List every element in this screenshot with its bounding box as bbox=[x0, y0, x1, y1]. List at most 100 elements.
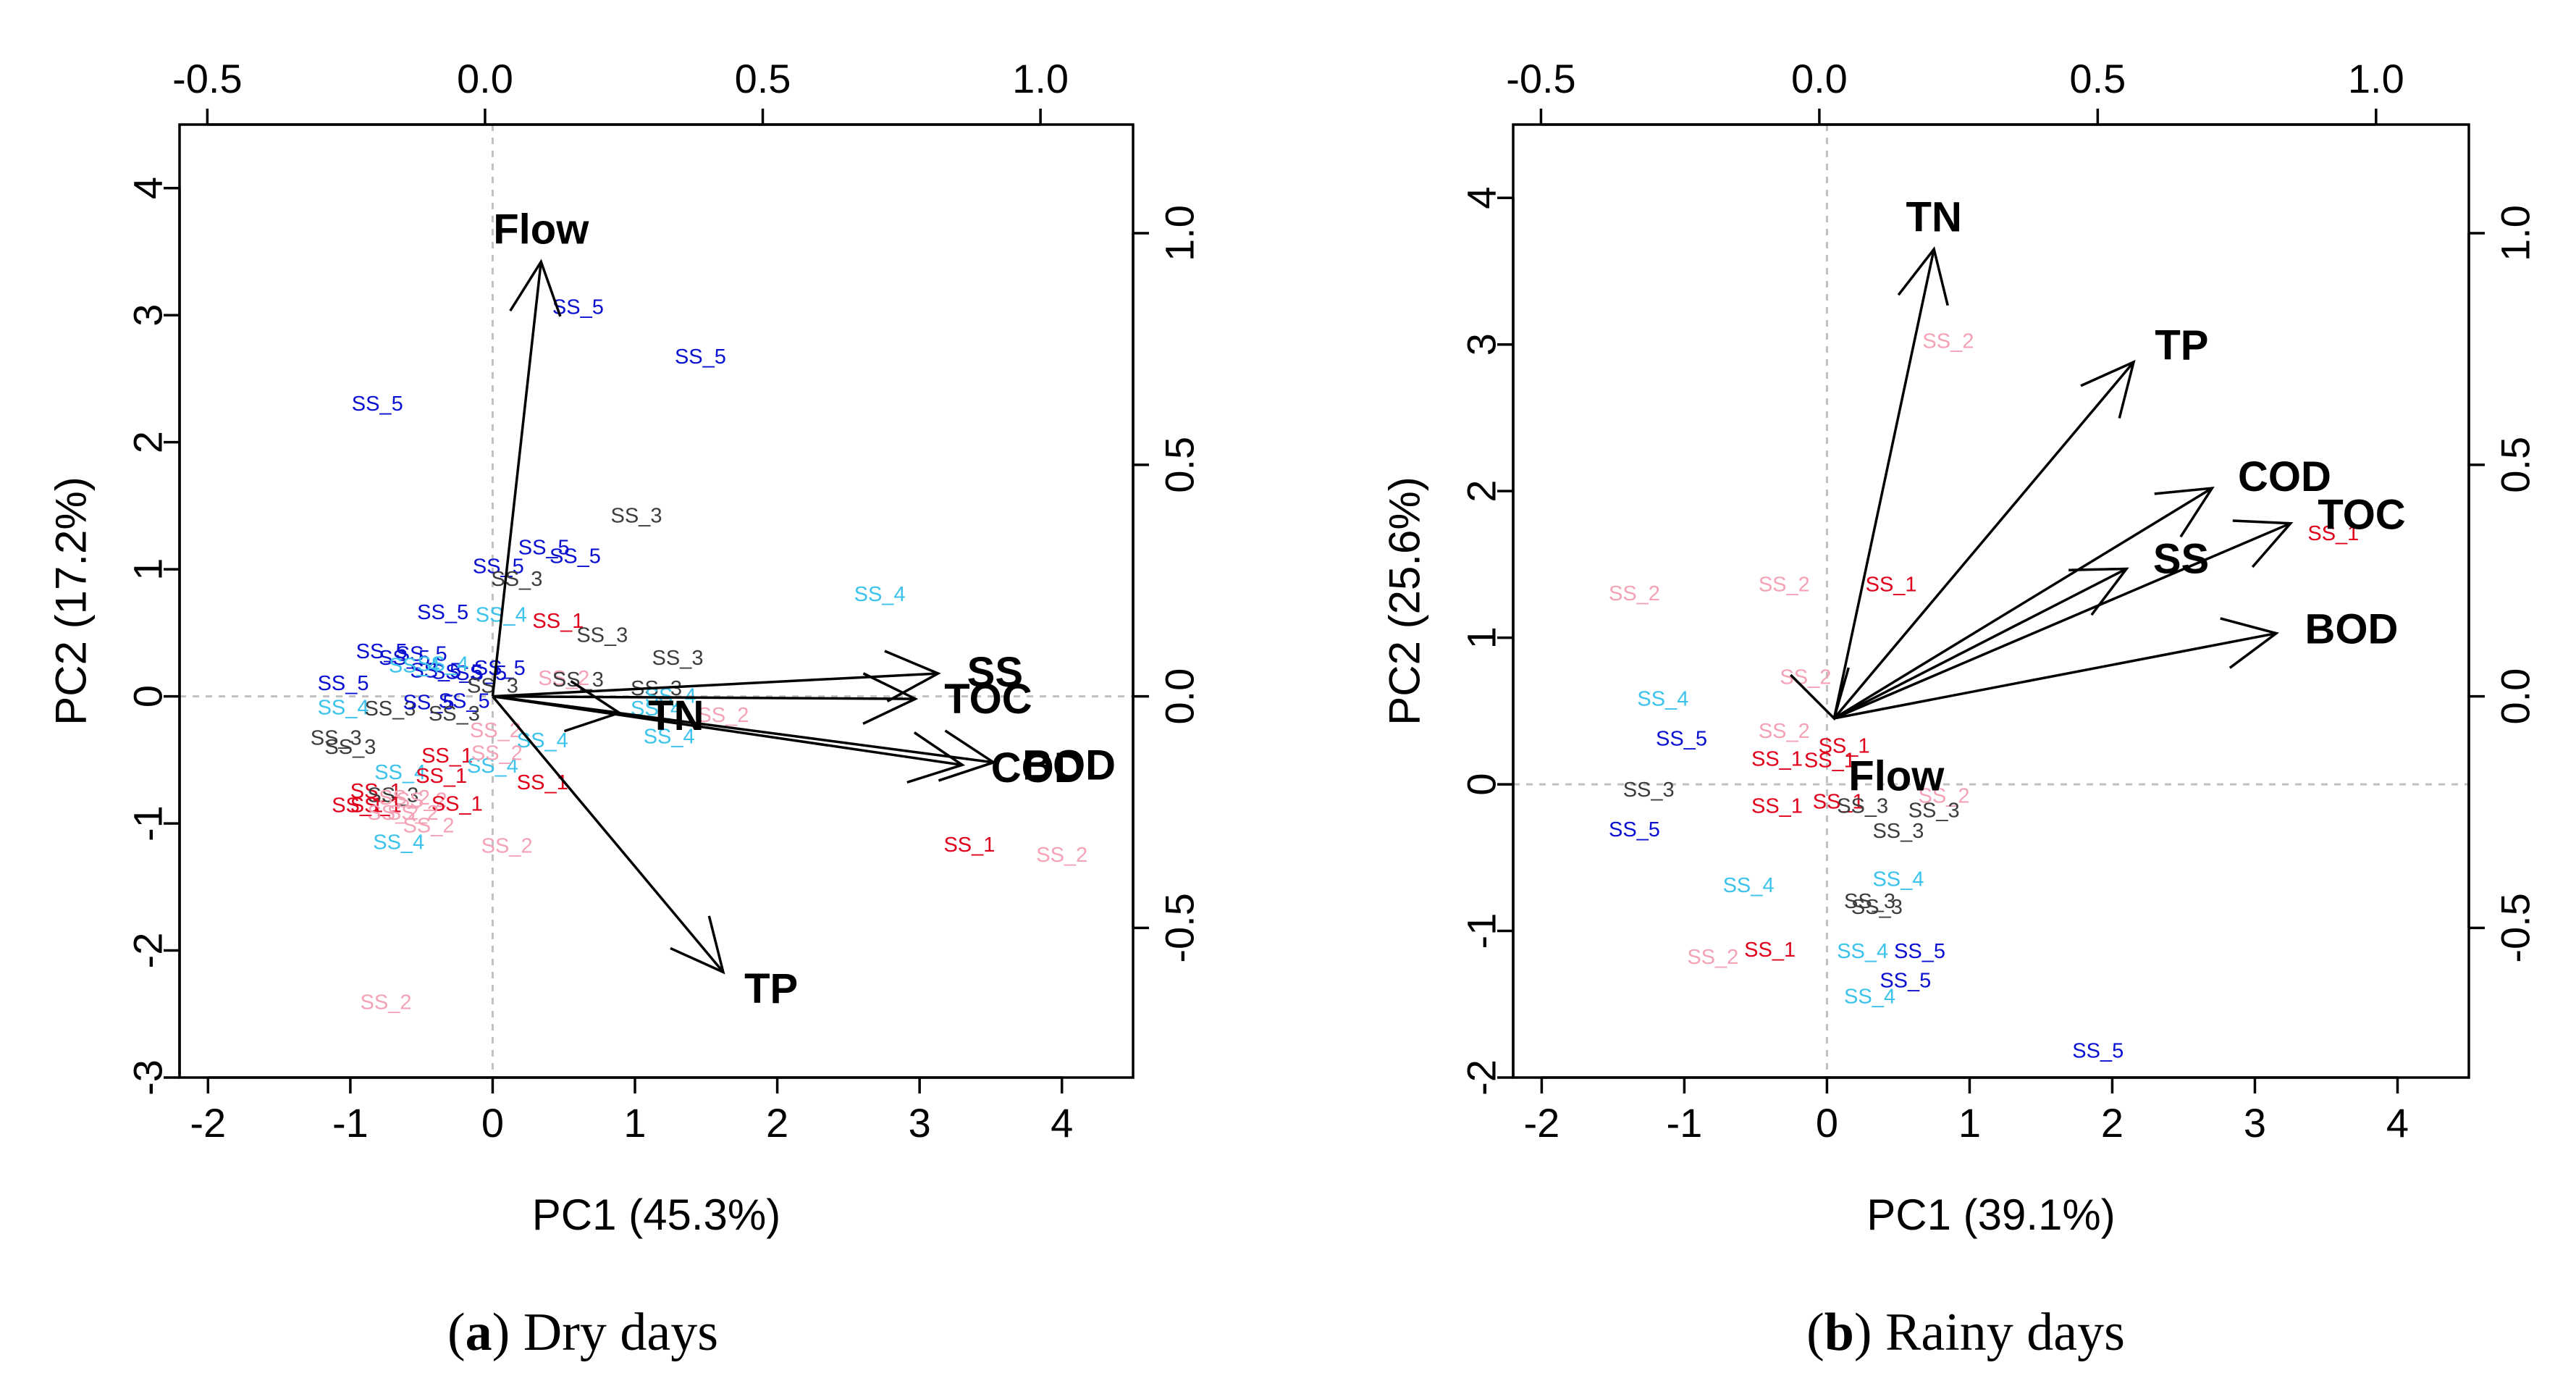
score-label-ss-3: SS_3 bbox=[1844, 890, 1895, 913]
score-label-ss-2: SS_2 bbox=[361, 991, 412, 1014]
y-tick-label: -2 bbox=[125, 933, 171, 969]
right-tick-label: 0.0 bbox=[1157, 668, 1203, 725]
y-tick-label: 2 bbox=[125, 431, 171, 453]
score-label-ss-5: SS_5 bbox=[518, 536, 570, 559]
loading-label-tn: TN bbox=[1906, 194, 1962, 241]
score-label-ss-1: SS_1 bbox=[332, 794, 383, 818]
loading-arrow-tp bbox=[492, 695, 725, 973]
loading-arrow-tn bbox=[1832, 248, 1935, 719]
score-label-ss-2: SS_2 bbox=[697, 704, 749, 727]
score-label-ss-1: SS_1 bbox=[350, 780, 402, 803]
x-tick-label: 1 bbox=[1958, 1100, 1981, 1146]
y-tick-label: -3 bbox=[125, 1059, 171, 1096]
score-label-ss-1: SS_1 bbox=[1819, 734, 1870, 757]
loading-label-ss: SS bbox=[2153, 535, 2209, 582]
y-axis-label: PC2 (17.2%) bbox=[47, 476, 96, 725]
score-label-ss-1: SS_1 bbox=[1813, 790, 1864, 813]
score-label-ss-5: SS_5 bbox=[439, 690, 490, 713]
loading-arrowhead-bod bbox=[2220, 617, 2279, 669]
score-label-ss-3: SS_3 bbox=[367, 784, 418, 807]
y-tick-label: 1 bbox=[1459, 626, 1504, 649]
score-label-ss-5: SS_5 bbox=[2072, 1040, 2123, 1063]
y-tick-label: 4 bbox=[1459, 187, 1504, 209]
score-label-ss-2: SS_2 bbox=[1922, 330, 1974, 353]
x-tick-label: -1 bbox=[332, 1100, 369, 1146]
score-label-ss-3: SS_3 bbox=[324, 736, 376, 759]
score-label-ss-5: SS_5 bbox=[1656, 727, 1707, 750]
score-label-ss-5: SS_5 bbox=[379, 647, 430, 670]
loading-label-cod: COD bbox=[991, 744, 1085, 792]
right-tick-label: 0.0 bbox=[2493, 668, 2538, 725]
x-tick-label: 0 bbox=[481, 1100, 504, 1146]
right-tick-label: -0.5 bbox=[2493, 893, 2538, 963]
score-label-ss-3: SS_3 bbox=[576, 623, 628, 647]
score-label-ss-4: SS_4 bbox=[417, 653, 468, 676]
loading-arrowhead-tn bbox=[1897, 246, 1949, 306]
x-tick-label: 1 bbox=[623, 1100, 646, 1146]
score-label-ss-3: SS_3 bbox=[1623, 778, 1675, 802]
loading-arrowhead-cod bbox=[2154, 487, 2215, 538]
score-label-ss-5: SS_5 bbox=[403, 691, 455, 714]
x-tick-label: -2 bbox=[1524, 1100, 1560, 1146]
score-label-ss-1: SS_1 bbox=[2307, 522, 2359, 545]
score-label-ss-5: SS_5 bbox=[1894, 940, 1945, 963]
x-tick-label: 0 bbox=[1816, 1100, 1838, 1146]
score-label-ss-2: SS_2 bbox=[1036, 844, 1087, 867]
score-label-ss-5: SS_5 bbox=[410, 660, 461, 683]
score-label-ss-3: SS_3 bbox=[311, 727, 362, 750]
score-label-ss-4: SS_4 bbox=[318, 696, 369, 719]
right-tick-label: 1.0 bbox=[2493, 205, 2538, 261]
score-label-ss-5: SS_5 bbox=[1609, 818, 1660, 841]
score-label-ss-4: SS_4 bbox=[389, 654, 440, 677]
loading-arrowhead-tp bbox=[2080, 359, 2136, 419]
caption-rainy-days: (b) Rainy days bbox=[1806, 1303, 2125, 1362]
score-label-ss-1: SS_1 bbox=[350, 794, 402, 818]
y-tick-label: -2 bbox=[1459, 1059, 1504, 1096]
loading-arrowhead-cod bbox=[906, 731, 966, 784]
loading-arrowhead-toc bbox=[2232, 519, 2294, 568]
score-label-ss-3: SS_3 bbox=[1851, 896, 1903, 919]
loading-label-toc: TOC bbox=[944, 676, 1032, 723]
x-tick-label: 3 bbox=[2244, 1100, 2266, 1146]
loading-arrowhead-flow bbox=[1790, 667, 1850, 721]
loading-arrow-ss bbox=[492, 672, 938, 698]
score-label-ss-3: SS_3 bbox=[552, 668, 604, 692]
top-tick-label: 1.0 bbox=[1012, 56, 1069, 101]
score-label-ss-5: SS_5 bbox=[356, 640, 408, 663]
score-label-ss-5: SS_5 bbox=[432, 660, 483, 684]
score-label-ss-3: SS_3 bbox=[364, 697, 416, 721]
y-tick-label: -1 bbox=[125, 805, 171, 841]
right-tick-label: -0.5 bbox=[1157, 893, 1203, 963]
y-tick-label: 1 bbox=[125, 558, 171, 581]
score-label-ss-1: SS_1 bbox=[532, 610, 584, 633]
y-tick-label: 2 bbox=[1459, 480, 1504, 503]
y-tick-label: 0 bbox=[125, 685, 171, 708]
loading-arrow-tp bbox=[1832, 361, 2135, 720]
top-tick-label: 0.0 bbox=[457, 56, 513, 101]
score-label-ss-2: SS_2 bbox=[367, 802, 418, 825]
score-label-ss-5: SS_5 bbox=[352, 392, 403, 416]
score-points: SS_2SS_1SS_2 SS_2 SS_1SS_2SS_4SS_5 SS_2SS_1… bbox=[1609, 330, 2359, 1063]
loading-label-toc: TOC bbox=[2318, 491, 2405, 538]
x-tick-label: 2 bbox=[766, 1100, 788, 1146]
loading-label-tp: TP bbox=[744, 965, 798, 1012]
right-tick-label: 1.0 bbox=[1157, 205, 1203, 261]
right-tick-label: 0.5 bbox=[1157, 437, 1203, 493]
loading-label-tn: TN bbox=[648, 692, 704, 739]
score-label-ss-4: SS_4 bbox=[1844, 986, 1895, 1009]
score-label-ss-2: SS_2 bbox=[387, 802, 439, 825]
score-label-ss-4: SS_4 bbox=[644, 726, 695, 749]
score-points: SS_5SS_5SS_5SS_3SS_5SS_5SS_5SS_3SS_4SS_5… bbox=[311, 296, 1087, 1015]
top-tick-label: -0.5 bbox=[172, 56, 243, 101]
score-label-ss-5: SS_5 bbox=[473, 555, 524, 579]
score-label-ss-4: SS_4 bbox=[1837, 940, 1888, 963]
x-tick-label: 3 bbox=[909, 1100, 931, 1146]
score-label-ss-4: SS_4 bbox=[1872, 868, 1924, 891]
score-label-ss-4: SS_4 bbox=[373, 831, 424, 854]
top-tick-label: 0.0 bbox=[1791, 56, 1848, 101]
y-tick-label: 3 bbox=[125, 304, 171, 327]
loading-label-cod: COD bbox=[2238, 453, 2331, 500]
score-label-ss-4: SS_4 bbox=[1723, 874, 1775, 897]
